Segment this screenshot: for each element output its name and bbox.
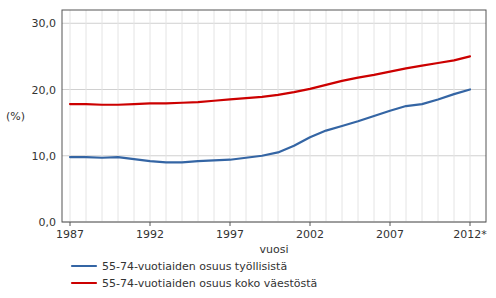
series-line bbox=[70, 90, 470, 163]
x-tick-label: 1987 bbox=[56, 228, 84, 241]
x-grid-line bbox=[310, 10, 311, 222]
chart: 0,0 10,0 20,0 30,0 1987 1992 1997 2002 2007 2012*… bbox=[0, 0, 496, 298]
x-grid-line bbox=[406, 10, 407, 222]
y-tick-label: 10,0 bbox=[32, 150, 57, 163]
x-grid-line bbox=[134, 10, 135, 222]
x-grid-line bbox=[246, 10, 247, 222]
x-grid-line bbox=[198, 10, 199, 222]
y-tick-label: 20,0 bbox=[32, 84, 57, 97]
x-grid-line bbox=[86, 10, 87, 222]
x-grid-line bbox=[470, 10, 471, 222]
series-line bbox=[70, 56, 470, 104]
x-tick-label: 1992 bbox=[136, 228, 164, 241]
x-tick bbox=[390, 222, 391, 226]
x-grid-line bbox=[342, 10, 343, 222]
x-grid-line bbox=[326, 10, 327, 222]
y-axis-label: (%) bbox=[6, 110, 25, 123]
x-tick bbox=[310, 222, 311, 226]
x-axis-label: vuosi bbox=[260, 243, 289, 256]
x-tick bbox=[150, 222, 151, 226]
x-grid-line bbox=[454, 10, 455, 222]
x-tick-label: 2012* bbox=[453, 228, 487, 241]
y-tick-label: 0,0 bbox=[39, 216, 57, 229]
x-grid-line bbox=[278, 10, 279, 222]
x-tick-label: 1997 bbox=[216, 228, 244, 241]
plot-frame bbox=[62, 10, 486, 222]
series-lines bbox=[70, 56, 470, 162]
x-grid-line bbox=[230, 10, 231, 222]
x-grid-line bbox=[390, 10, 391, 222]
legend-label: 55-74-vuotiaiden osuus koko väestöstä bbox=[102, 277, 317, 290]
grid bbox=[62, 10, 486, 222]
x-grid-line bbox=[294, 10, 295, 222]
x-grid-line bbox=[422, 10, 423, 222]
y-tick-label: 30,0 bbox=[32, 17, 57, 30]
x-grid-line bbox=[102, 10, 103, 222]
x-tick-label: 2007 bbox=[376, 228, 404, 241]
legend-label: 55-74-vuotiaiden osuus työllisistä bbox=[102, 260, 287, 273]
x-grid-line bbox=[166, 10, 167, 222]
axes: 0,0 10,0 20,0 30,0 1987 1992 1997 2002 2007 2012*… bbox=[6, 17, 487, 256]
page: {"chart_data": { "type": "line", "x_labe… bbox=[0, 0, 496, 298]
x-grid-line bbox=[70, 10, 71, 222]
legend: 55-74-vuotiaiden osuus työllisistä 55-74-… bbox=[72, 260, 317, 290]
x-grid-line bbox=[358, 10, 359, 222]
legend-swatch bbox=[72, 282, 96, 284]
x-grid-line bbox=[262, 10, 263, 222]
x-grid-line bbox=[150, 10, 151, 222]
x-tick bbox=[70, 222, 71, 226]
x-grid-line bbox=[438, 10, 439, 222]
legend-swatch bbox=[72, 265, 96, 267]
x-grid-line bbox=[214, 10, 215, 222]
x-grid-line bbox=[118, 10, 119, 222]
x-tick-label: 2002 bbox=[296, 228, 324, 241]
x-grid-line bbox=[182, 10, 183, 222]
x-tick bbox=[230, 222, 231, 226]
x-tick bbox=[470, 222, 471, 226]
